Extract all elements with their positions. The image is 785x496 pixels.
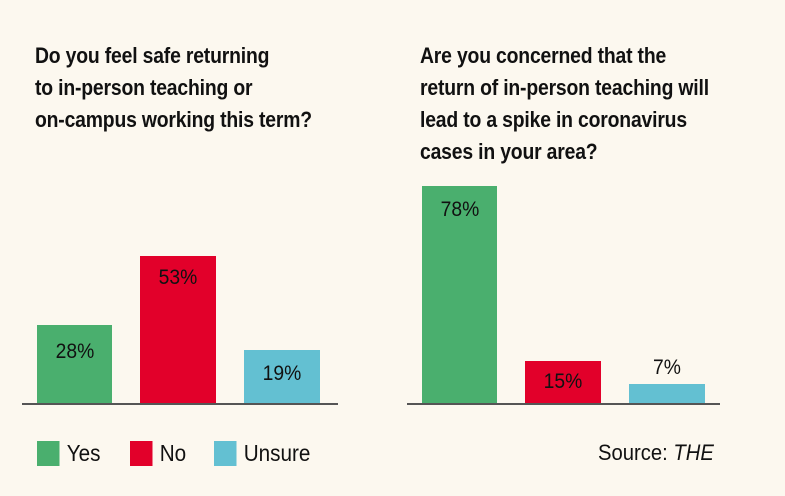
bar-yes: [37, 325, 112, 403]
value-label: 15%: [543, 370, 583, 393]
bar-unsure: [244, 350, 320, 403]
bar-yes: [422, 186, 497, 403]
chart-title-left: Do you feel safe returning to in-person …: [35, 43, 312, 132]
value-label: 19%: [262, 362, 302, 385]
bar-no: [140, 256, 216, 403]
source-name: THE: [673, 440, 714, 465]
legend-item-yes: Yes: [37, 440, 100, 467]
legend-label: Yes: [66, 440, 101, 466]
legend-item-no: No: [129, 440, 186, 467]
value-label: 53%: [158, 266, 198, 289]
legend-item-unsure: Unsure: [213, 440, 311, 467]
legend-label: Unsure: [243, 440, 311, 466]
bar-no: [525, 361, 601, 403]
bar-unsure: [629, 384, 705, 403]
value-label: 78%: [440, 198, 480, 221]
legend-label: No: [159, 440, 186, 466]
swatch-no: [129, 441, 153, 466]
swatch-unsure: [213, 441, 237, 466]
value-label: 7%: [653, 356, 681, 379]
x-axis: [407, 403, 720, 405]
source-note: Source: THE: [598, 440, 714, 466]
source-prefix: Source:: [598, 440, 674, 465]
chart-title-right: Are you concerned that the return of in-…: [420, 43, 709, 164]
x-axis: [22, 403, 338, 405]
value-label: 28%: [55, 340, 95, 363]
legend: Yes No Unsure: [37, 440, 343, 467]
swatch-yes: [37, 441, 60, 466]
